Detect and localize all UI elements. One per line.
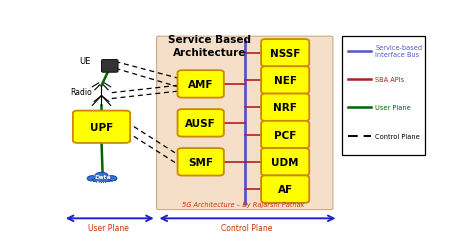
Text: PCF: PCF [274,130,296,140]
FancyBboxPatch shape [73,111,130,143]
Text: SBA APIs: SBA APIs [375,77,404,83]
FancyBboxPatch shape [261,40,309,67]
FancyBboxPatch shape [342,37,425,155]
Text: Service Based
Architecture: Service Based Architecture [168,35,251,57]
FancyBboxPatch shape [261,176,309,203]
FancyBboxPatch shape [261,121,309,149]
FancyBboxPatch shape [261,67,309,94]
Text: AUSF: AUSF [185,118,216,128]
Ellipse shape [87,176,98,181]
Text: NSSF: NSSF [270,49,301,58]
FancyBboxPatch shape [101,60,118,73]
FancyBboxPatch shape [178,110,224,137]
Ellipse shape [92,178,110,183]
Text: Control Plane: Control Plane [221,223,272,232]
Text: Data
Network: Data Network [88,174,118,185]
Text: Radio: Radio [71,88,92,97]
Ellipse shape [95,173,108,179]
Ellipse shape [107,176,117,181]
Text: SMF: SMF [188,157,213,167]
Text: Service-based
Interface Bus: Service-based Interface Bus [375,45,422,58]
Text: AF: AF [278,184,293,194]
Text: Control Plane: Control Plane [375,133,420,139]
FancyBboxPatch shape [178,148,224,176]
Text: NRF: NRF [273,103,297,113]
Text: AMF: AMF [188,80,213,89]
Text: User Plane: User Plane [375,105,411,111]
Text: User Plane: User Plane [89,223,129,232]
FancyBboxPatch shape [261,94,309,121]
FancyBboxPatch shape [261,148,309,176]
Text: NEF: NEF [273,76,297,86]
Text: UDM: UDM [272,157,299,167]
Text: UE: UE [79,57,91,66]
Text: 5G Architecture – By Rajarshi Pathak: 5G Architecture – By Rajarshi Pathak [182,201,304,207]
FancyBboxPatch shape [156,37,333,210]
Text: UPF: UPF [90,122,113,132]
FancyBboxPatch shape [178,71,224,98]
